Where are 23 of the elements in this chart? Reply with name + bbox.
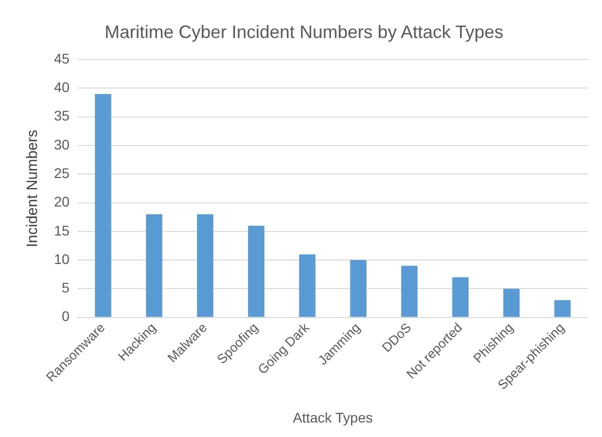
bar	[248, 226, 264, 317]
bar	[503, 288, 520, 317]
chart-title: Maritime Cyber Incident Numbers by Attack Types	[104, 22, 504, 42]
y-tick-label: 20	[54, 194, 70, 210]
bar	[554, 300, 571, 317]
y-tick-label: 25	[54, 165, 70, 182]
bar	[401, 266, 418, 317]
bar	[197, 214, 214, 317]
bar	[94, 94, 112, 317]
bar	[299, 254, 316, 317]
y-tick-label: 15	[54, 222, 70, 238]
x-axis-title: Attack Types	[292, 409, 373, 426]
bar	[350, 260, 366, 317]
y-tick-label: 0	[62, 308, 70, 324]
bar	[146, 214, 162, 317]
y-tick-label: 35	[54, 108, 70, 124]
y-tick-label: 45	[54, 50, 70, 66]
bar	[452, 277, 469, 317]
y-tick-label: 30	[54, 136, 70, 152]
y-tick-label: 10	[54, 250, 70, 267]
y-tick-label: 40	[54, 79, 70, 96]
y-tick-label: 5	[62, 280, 70, 296]
y-axis-title: Incident Numbers	[24, 130, 42, 248]
